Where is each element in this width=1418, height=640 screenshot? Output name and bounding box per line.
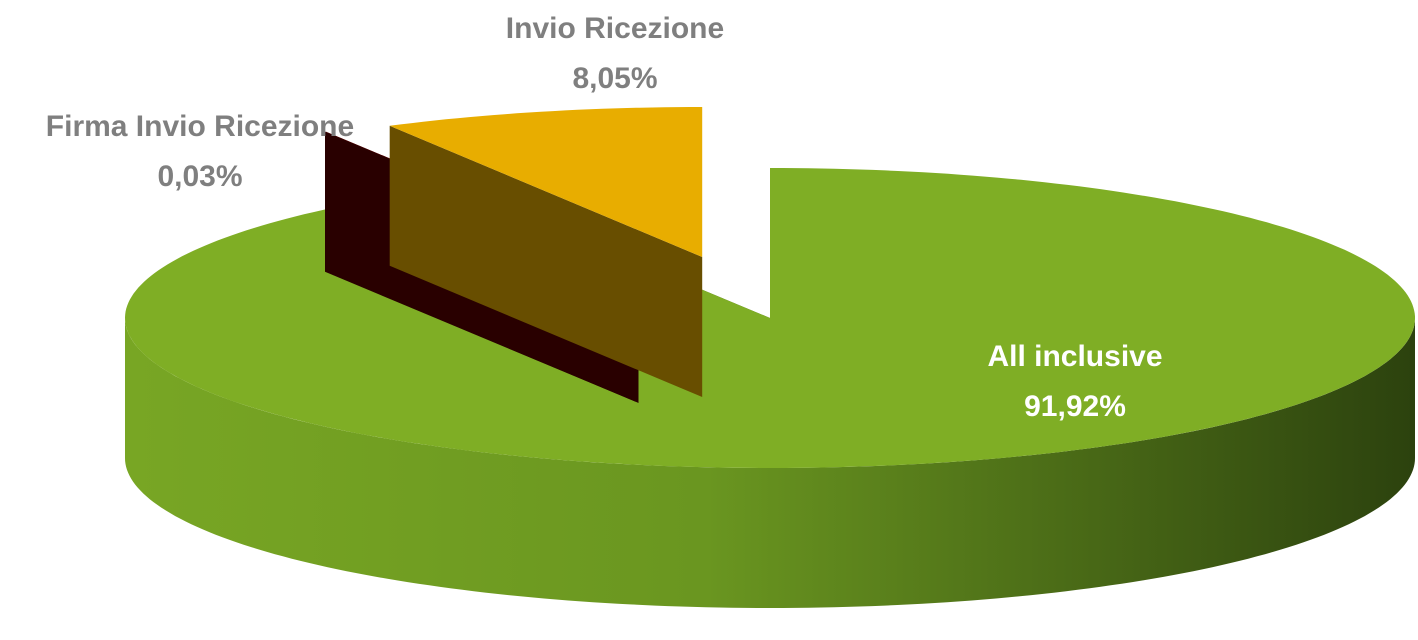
slice-value-label: 0,03%	[157, 160, 242, 193]
slice-value-label: 91,92%	[1024, 390, 1126, 423]
slice-wall	[125, 318, 1415, 608]
slice-label: Firma Invio Ricezione	[46, 110, 354, 143]
slice-label: Invio Ricezione	[506, 12, 724, 45]
slice-label: All inclusive	[987, 340, 1162, 373]
pie	[125, 107, 1415, 608]
slice	[389, 107, 703, 257]
labels: All inclusive 91,92% Firma Invio Ricezione…	[46, 12, 1163, 423]
slice	[125, 168, 1415, 468]
slice-value-label: 8,05%	[572, 62, 657, 95]
slice-side	[389, 125, 703, 398]
